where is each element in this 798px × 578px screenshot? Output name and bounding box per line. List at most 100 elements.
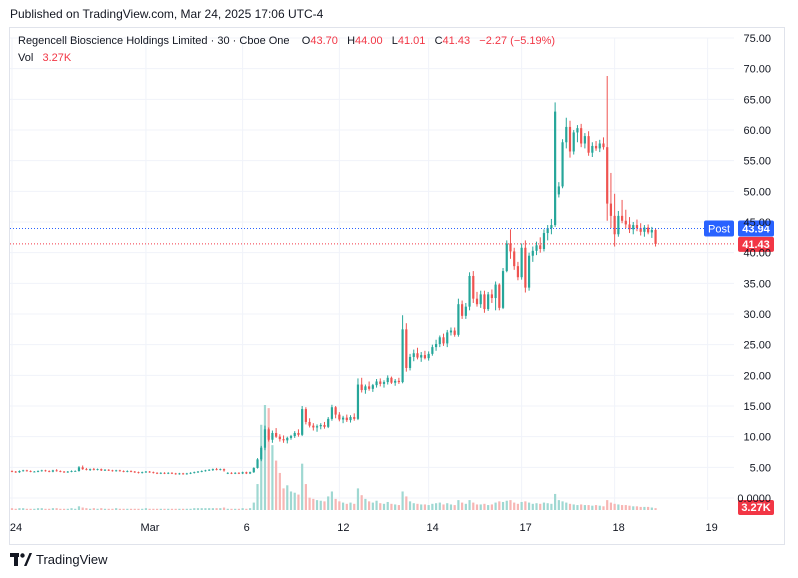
- volume-badge: [738, 500, 774, 515]
- candle-body: [613, 215, 616, 235]
- candle-body: [334, 407, 337, 415]
- candle-body: [527, 255, 531, 288]
- volume-bar: [304, 484, 307, 510]
- volume-legend[interactable]: Vol 3.27K: [18, 52, 71, 64]
- candle-body: [204, 470, 207, 472]
- y-tick-label: 5.00: [750, 462, 771, 474]
- volume-bar: [40, 508, 43, 510]
- volume-bar: [126, 508, 129, 510]
- candle-body: [22, 470, 25, 472]
- candle-body: [315, 426, 319, 428]
- candle-body: [580, 128, 583, 144]
- volume-bar: [464, 503, 467, 510]
- candle-body: [174, 473, 177, 475]
- candle-body: [193, 472, 196, 474]
- candle-body: [494, 284, 497, 299]
- y-tick-label: 65.00: [743, 94, 771, 106]
- volume-bar: [208, 508, 211, 510]
- volume-bar: [36, 508, 40, 510]
- candle-body: [624, 220, 627, 225]
- candle-body: [382, 382, 386, 384]
- volume-bar: [100, 508, 103, 510]
- close-label: C: [434, 35, 443, 47]
- volume-bar: [137, 508, 140, 510]
- candle-body: [379, 381, 382, 384]
- volume-bar: [446, 503, 449, 510]
- volume-bar: [77, 506, 81, 510]
- candle-body: [434, 344, 438, 348]
- volume-bar: [375, 500, 378, 510]
- volume-bar: [639, 506, 642, 510]
- volume-bar: [226, 508, 229, 510]
- volume-bar: [405, 496, 408, 510]
- post-tag-label: Post: [708, 224, 730, 236]
- candle-body: [85, 469, 88, 470]
- volume-bar: [520, 501, 523, 510]
- volume-bar: [501, 501, 505, 510]
- grid-lines: [10, 37, 734, 510]
- candle-body: [550, 225, 553, 229]
- volume-bar: [498, 501, 501, 510]
- candle-body: [111, 470, 114, 472]
- volume-bar: [654, 508, 657, 510]
- candle-body: [219, 469, 222, 470]
- candle-body: [572, 132, 575, 152]
- volume-bar: [594, 505, 598, 510]
- volume-bar: [252, 502, 255, 510]
- candle-body: [141, 472, 144, 474]
- volume-bar: [505, 500, 508, 510]
- volume-bar: [364, 498, 367, 510]
- candle-body: [62, 471, 66, 473]
- candle-body: [100, 469, 103, 471]
- candle-body: [353, 417, 356, 419]
- candle-body: [557, 186, 560, 195]
- volume-bar: [315, 500, 319, 510]
- footer-brand[interactable]: TradingView: [10, 552, 108, 567]
- volume-bar: [598, 505, 601, 510]
- last-price-badge: [738, 236, 774, 252]
- x-tick-label: 6: [244, 522, 250, 534]
- y-tick-label: 25.00: [743, 340, 771, 352]
- volume-bar: [539, 503, 542, 510]
- candle-body: [70, 471, 73, 472]
- volume-bar: [33, 508, 36, 510]
- volume-bar: [516, 503, 520, 510]
- volume-bar: [62, 508, 66, 510]
- volume-bar: [561, 501, 564, 510]
- candle-body: [189, 472, 192, 474]
- candle-body: [155, 472, 159, 474]
- volume-bar: [286, 485, 289, 510]
- volume-bar: [29, 508, 32, 510]
- candle-body: [103, 469, 107, 471]
- candle-body: [14, 471, 17, 473]
- candle-body: [107, 469, 110, 471]
- candle-body: [617, 215, 620, 235]
- volume-bar: [204, 508, 207, 510]
- volume-value: 3.27K: [42, 52, 72, 64]
- candle-body: [464, 306, 467, 316]
- candle-body: [200, 471, 203, 472]
- candle-body: [349, 417, 352, 421]
- candle-body: [438, 337, 441, 345]
- volume-bar: [427, 505, 430, 510]
- candle-body: [620, 215, 624, 221]
- volume-bar: [85, 508, 88, 510]
- candle-body: [501, 271, 505, 308]
- x-tick-label: 14: [427, 522, 439, 534]
- symbol-legend[interactable]: Regencell Bioscience Holdings Limited · …: [18, 35, 556, 47]
- volume-bar: [48, 508, 51, 510]
- volume-bar: [96, 508, 99, 510]
- candle-body: [516, 266, 520, 278]
- volume-bar: [144, 508, 148, 510]
- chart-frame[interactable]: [9, 27, 785, 545]
- volume-bar: [632, 506, 635, 510]
- candle-body: [163, 472, 166, 474]
- candle-body: [505, 243, 508, 272]
- volume-bar: [546, 503, 549, 510]
- candle-body: [431, 347, 434, 354]
- x-tick-label: 17: [520, 522, 532, 534]
- candle-body: [44, 470, 47, 472]
- x-tick-label: 19: [706, 522, 718, 534]
- candle-body: [74, 471, 77, 472]
